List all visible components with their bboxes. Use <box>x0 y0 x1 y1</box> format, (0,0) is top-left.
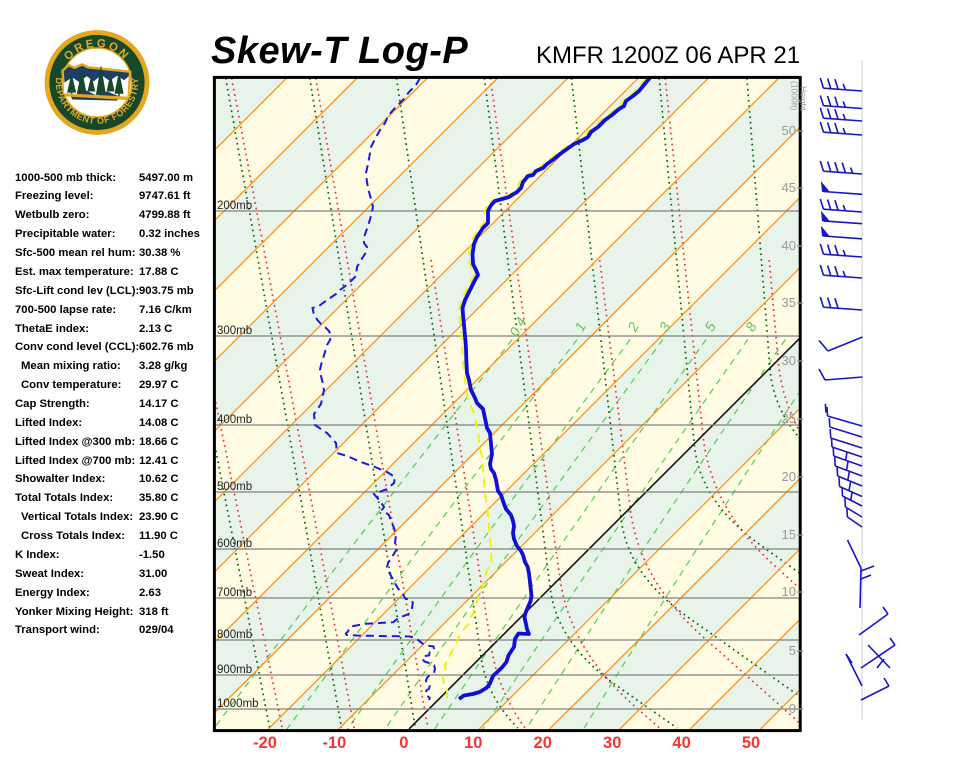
svg-text:45: 45 <box>782 180 796 195</box>
svg-text:50: 50 <box>782 123 796 138</box>
svg-text:-10: -10 <box>322 734 346 752</box>
svg-text:(1000ft): (1000ft) <box>790 81 800 110</box>
svg-text:800mb: 800mb <box>217 629 252 641</box>
svg-text:15: 15 <box>782 527 796 542</box>
svg-text:400mb: 400mb <box>217 414 252 426</box>
svg-text:20: 20 <box>782 469 796 484</box>
svg-text:5: 5 <box>789 643 796 658</box>
svg-text:40: 40 <box>672 734 690 752</box>
svg-text:25: 25 <box>782 411 796 426</box>
svg-text:50: 50 <box>742 734 760 752</box>
svg-text:700mb: 700mb <box>217 587 252 599</box>
svg-text:10: 10 <box>782 584 796 599</box>
svg-text:0: 0 <box>789 701 796 716</box>
svg-text:10: 10 <box>464 734 482 752</box>
svg-text:-20: -20 <box>253 734 277 752</box>
svg-text:Height: Height <box>799 86 809 111</box>
svg-text:30: 30 <box>782 353 796 368</box>
svg-text:200mb: 200mb <box>217 200 252 212</box>
svg-text:30: 30 <box>603 734 621 752</box>
svg-text:40: 40 <box>782 238 796 253</box>
svg-text:1000mb: 1000mb <box>217 698 259 710</box>
svg-text:35: 35 <box>782 295 796 310</box>
svg-text:20: 20 <box>534 734 552 752</box>
svg-text:0: 0 <box>399 734 408 752</box>
svg-text:900mb: 900mb <box>217 664 252 676</box>
svg-text:500mb: 500mb <box>217 481 252 493</box>
svg-text:300mb: 300mb <box>217 325 252 337</box>
svg-text:600mb: 600mb <box>217 538 252 550</box>
